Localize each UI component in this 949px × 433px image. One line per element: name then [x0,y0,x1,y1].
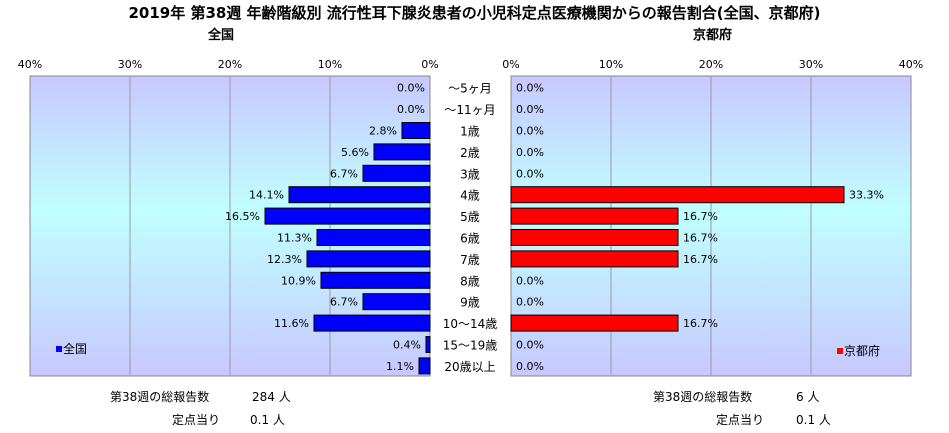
category-label: ～11ヶ月 [444,103,495,117]
right-total-value: 6 人 [796,390,820,404]
left-legend-swatch [56,346,62,352]
left-bar [313,314,431,332]
category-label: 6歳 [460,232,480,246]
left-bar [306,250,431,268]
right-bar [510,186,845,204]
category-label: 10～14歳 [443,317,498,331]
right-value-label: 0.0% [516,296,544,309]
left-per-site-label: 定点当り [172,413,221,427]
right-x-tick-label: 10% [599,58,623,71]
left-value-label: 0.0% [397,103,425,116]
category-label: 5歳 [460,210,480,224]
left-value-label: 6.7% [330,296,358,309]
left-value-label: 1.1% [386,360,414,373]
left-value-label: 0.4% [393,339,421,352]
left-bar [362,293,431,311]
left-value-label: 16.5% [225,210,260,223]
right-legend-swatch [837,348,843,354]
right-value-label: 0.0% [516,360,544,373]
right-value-label: 0.0% [516,339,544,352]
left-bar [264,207,431,225]
right-value-label: 0.0% [516,167,544,180]
left-bar [425,336,431,353]
left-total-label: 第38週の総報告数 [110,390,210,404]
right-value-label: 0.0% [516,125,544,138]
right-x-tick-label: 30% [799,58,823,71]
right-x-tick-label: 20% [699,58,723,71]
right-legend-label: 京都府 [844,343,880,358]
category-label: 8歳 [460,274,480,288]
left-value-label: 2.8% [369,125,397,138]
category-label: 4歳 [460,189,480,203]
left-bar [320,271,431,289]
right-x-tick-label: 40% [899,58,923,71]
right-per-site-value: 0.1 人 [796,413,831,427]
right-bar [510,229,679,246]
right-bar [510,250,679,268]
left-per-site-value: 0.1 人 [250,413,285,427]
right-value-label: 0.0% [516,146,544,159]
left-value-label: 0.0% [397,82,425,95]
left-bar [418,357,431,375]
right-per-site-label: 定点当り [716,413,765,427]
left-value-label: 10.9% [281,274,316,287]
left-bar [316,229,431,246]
category-label: ～5ヶ月 [448,82,492,96]
right-panel-title: 京都府 [693,28,733,43]
right-value-label: 16.7% [683,317,718,330]
left-legend-label: 全国 [63,341,87,356]
left-bar [288,186,431,204]
left-x-tick-label: 0% [421,58,438,71]
category-label: 7歳 [460,253,480,267]
category-label: 2歳 [460,146,480,160]
left-value-label: 6.7% [330,167,358,180]
right-value-label: 16.7% [683,232,718,245]
category-label: 1歳 [460,125,480,139]
category-label: 15～19歳 [443,339,498,353]
right-value-label: 16.7% [683,210,718,223]
left-bar [373,143,431,161]
right-bar [510,314,679,332]
left-bar [362,164,431,182]
right-value-label: 0.0% [516,82,544,95]
left-x-tick-label: 30% [118,58,142,71]
right-total-label: 第38週の総報告数 [653,390,753,404]
category-label: 20歳以上 [444,360,495,374]
left-bar [401,122,431,139]
right-value-label: 16.7% [683,253,718,266]
category-label: 9歳 [460,296,480,310]
category-label: 3歳 [460,167,480,181]
left-value-label: 12.3% [267,253,302,266]
right-x-tick-label: 0% [502,58,519,71]
left-panel-title: 全国 [208,28,235,43]
left-x-tick-label: 10% [318,58,342,71]
right-value-label: 0.0% [516,274,544,287]
left-value-label: 5.6% [341,146,369,159]
left-x-tick-label: 20% [218,58,242,71]
right-value-label: 33.3% [849,189,884,202]
chart-title: 2019年 第38週 年齢階級別 流行性耳下腺炎患者の小児科定点医療機関からの報… [128,4,821,22]
right-value-label: 0.0% [516,103,544,116]
left-value-label: 14.1% [249,189,284,202]
left-x-tick-label: 40% [18,58,42,71]
left-total-value: 284 人 [252,390,291,404]
right-bar [510,207,679,225]
left-value-label: 11.6% [274,317,309,330]
left-value-label: 11.3% [277,232,312,245]
